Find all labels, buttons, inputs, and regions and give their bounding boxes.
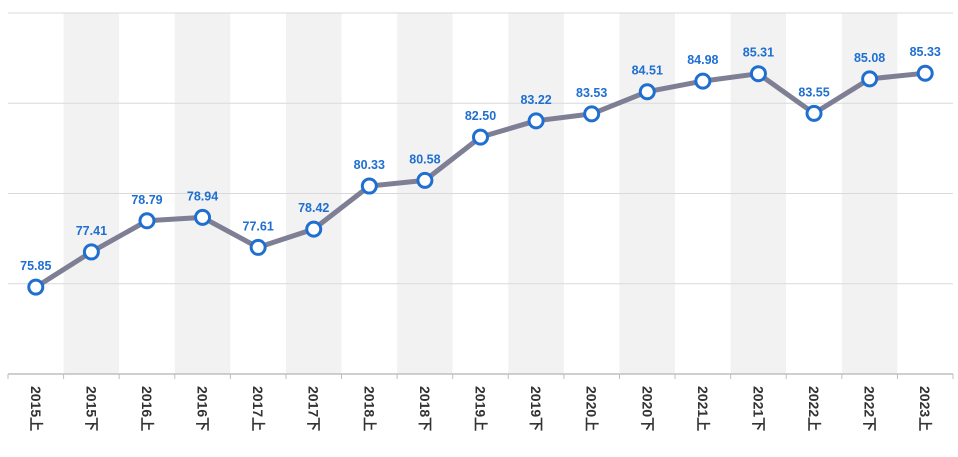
x-tick-label: 2020上: [584, 386, 600, 431]
data-label: 77.61: [243, 219, 274, 233]
data-label: 85.33: [910, 45, 941, 59]
data-label: 80.58: [409, 152, 440, 166]
data-point: [916, 64, 934, 82]
data-point: [527, 112, 545, 130]
data-points: [27, 64, 934, 296]
data-point: [805, 104, 823, 122]
x-tick-label: 2015下: [83, 386, 99, 431]
data-point: [82, 243, 100, 261]
x-tick-label: 2022下: [862, 386, 878, 431]
data-point: [27, 278, 45, 296]
x-tick-label: 2019下: [528, 386, 544, 431]
x-tick-label: 2015上: [28, 386, 44, 431]
x-tick-label: 2021下: [750, 386, 766, 431]
data-label: 78.94: [187, 189, 218, 203]
data-point: [583, 105, 601, 123]
data-label: 84.51: [632, 64, 663, 78]
x-tick-label: 2022上: [806, 386, 822, 431]
x-tick-label: 2018下: [417, 386, 433, 431]
x-tick-label: 2019上: [473, 386, 489, 431]
data-point: [749, 65, 767, 83]
data-point: [360, 177, 378, 195]
data-label: 84.98: [687, 53, 718, 67]
x-tick-label: 2023上: [917, 386, 933, 431]
x-tick-label: 2017上: [250, 386, 266, 431]
data-point: [638, 83, 656, 101]
data-point: [694, 72, 712, 90]
data-point: [861, 70, 879, 88]
x-tick-label: 2016上: [139, 386, 155, 431]
data-point: [138, 212, 156, 230]
data-label: 78.42: [298, 201, 329, 215]
x-tick-labels: 2015上 2015下 2016上 2016下 2017上 2017下 2018上 2018下…: [28, 386, 933, 431]
x-tick-label: 2021上: [695, 386, 711, 431]
data-point: [416, 171, 434, 189]
data-point: [305, 220, 323, 238]
data-point: [249, 238, 267, 256]
data-label: 75.85: [20, 259, 51, 273]
data-label: 82.50: [465, 109, 496, 123]
data-label: 83.55: [798, 85, 829, 99]
data-label: 77.41: [76, 224, 107, 238]
x-tick-label: 2016下: [195, 386, 211, 431]
data-label: 85.08: [854, 51, 885, 65]
x-axis: [7, 373, 954, 379]
value-labels: 75.85 77.41 78.79 78.94 77.61 78.42 80.33 80.58…: [20, 45, 941, 273]
data-point: [194, 208, 212, 226]
x-tick-label: 2018上: [361, 386, 377, 431]
x-tick-label: 2020下: [639, 386, 655, 431]
data-label: 83.22: [520, 93, 551, 107]
data-point: [472, 128, 489, 146]
data-label: 83.53: [576, 86, 607, 100]
x-tick-label: 2017下: [306, 386, 322, 431]
data-label: 78.79: [131, 193, 162, 207]
data-label: 80.33: [354, 158, 385, 172]
data-label: 85.31: [743, 46, 774, 60]
